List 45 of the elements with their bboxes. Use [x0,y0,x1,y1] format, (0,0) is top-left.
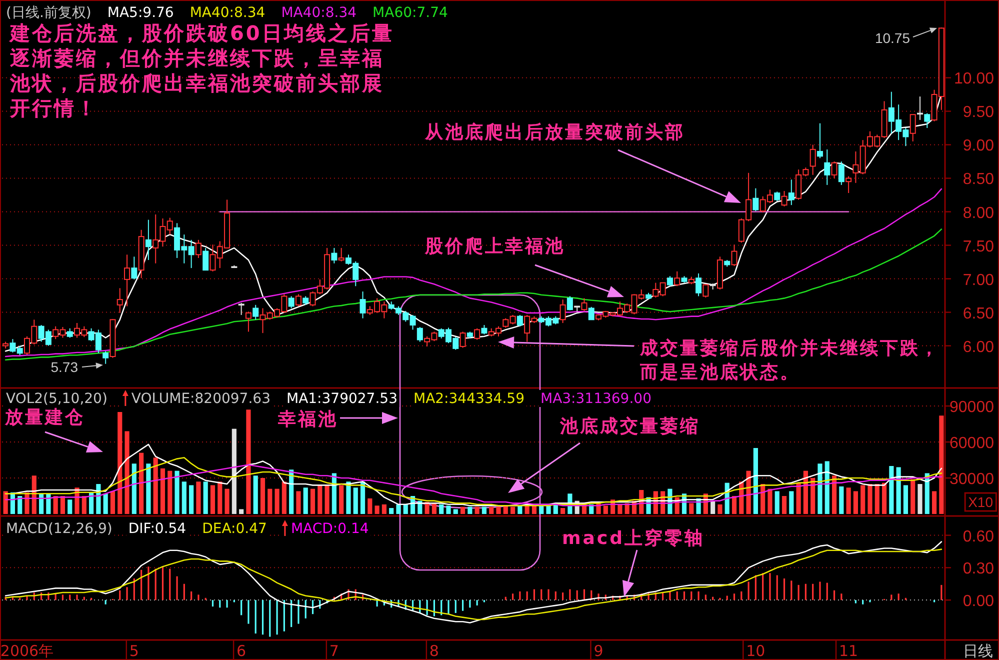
x-tick-label: 5 [129,642,139,660]
legend-label: MACD:0.14 [290,521,369,537]
x-tick-label: 2006年 [0,642,54,660]
annotation: 10.75 [874,30,910,46]
series-label: DIF:0.54 [128,521,186,537]
y-tick-label: 90000 [950,399,994,416]
y-tick-label: 6.00 [962,338,994,356]
annotation: 股价爬上幸福池 [424,236,565,257]
annotation: 放量建仓 [4,407,85,428]
annotation: 幸福池 [277,409,338,430]
x-tick-label: 6 [236,642,246,660]
y-tick-label: 9.00 [962,138,994,155]
annotation: 池底成交量萎缩 [559,416,700,437]
legend-label: VOLUME:820097.63 [131,391,270,407]
annotation: 5.73 [50,359,78,375]
x-tick-label: 8 [429,642,439,660]
annotation: MA40:8.34 [190,5,266,21]
y-tick-label: 10.00 [954,70,994,88]
x-tick-label: 11 [839,642,858,660]
y-tick-label: 7.00 [962,272,994,289]
chart-title: MACD(12,26,9) [6,521,112,537]
y-tick-label: 7.50 [962,238,994,256]
y-tick-label: 0.60 [962,528,994,546]
x-tick-label: 10 [746,642,766,660]
annotation: macd上穿零轴 [562,528,704,549]
annotation: 从池底爬出后放量突破前头部 [424,122,685,143]
text: 日线 [963,643,993,660]
y-tick-label: 0.30 [962,560,994,578]
y-tick-label: 60000 [950,435,994,452]
y-tick-label: 8.00 [962,204,994,222]
header: VOL2(5,10,20) VOLUME:820097.63 MA1:379027.53 MA2:344334.59 MA3:311369.00 [4,390,654,407]
y-tick-label: 9.50 [962,104,994,122]
y-tick-label: 6.50 [962,305,994,322]
y-tick-label: 8.50 [962,171,994,188]
chart-title: (日线.前复权) [6,5,92,21]
x-tick-label: 9 [594,642,604,660]
header: (日线.前复权) MA5:9.76 MA40:8.34 MA40:8.34 MA60:7.74 [4,4,450,21]
x-tick-label: 7 [329,642,339,660]
text: X10 [968,494,994,510]
chart-title: VOL2(5,10,20) [6,391,108,407]
annotation: 建仓后洗盘，股价跌破60日均线之后量逐渐萎缩，但价并未继续下跌，呈幸福池状，后股价爬出幸福池突破前头部展开行情！ [8,21,394,120]
series-label: DEA:0.47 [202,521,267,537]
annotation: 成交量萎缩后股价并未继续下跌，而是呈池底状态。 [639,338,940,383]
y-tick-label: 0.00 [962,593,994,610]
y-tick-label: 30000 [950,471,994,488]
